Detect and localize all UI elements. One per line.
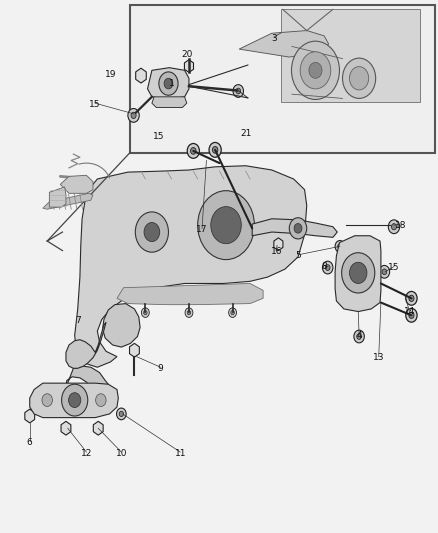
- Text: 6: 6: [27, 438, 32, 447]
- Circle shape: [159, 72, 178, 95]
- Circle shape: [228, 308, 236, 317]
- Polygon shape: [43, 193, 93, 209]
- Polygon shape: [60, 175, 93, 193]
- Circle shape: [190, 148, 196, 154]
- Text: 15: 15: [89, 100, 101, 109]
- Polygon shape: [30, 383, 118, 418]
- Polygon shape: [129, 343, 139, 357]
- Circle shape: [208, 142, 221, 157]
- Circle shape: [349, 262, 366, 284]
- Polygon shape: [49, 187, 66, 207]
- Text: 11: 11: [174, 449, 186, 458]
- Circle shape: [95, 394, 106, 407]
- Polygon shape: [74, 166, 306, 367]
- Circle shape: [131, 112, 136, 118]
- Circle shape: [381, 269, 386, 274]
- Polygon shape: [135, 68, 146, 83]
- Text: 3: 3: [271, 34, 276, 43]
- Circle shape: [187, 143, 199, 158]
- Circle shape: [135, 212, 168, 252]
- Circle shape: [405, 292, 416, 305]
- Polygon shape: [273, 238, 282, 251]
- Polygon shape: [252, 219, 336, 237]
- Text: 1: 1: [168, 79, 174, 88]
- Bar: [280, 10, 419, 102]
- Text: 18: 18: [394, 221, 405, 230]
- Text: 7: 7: [75, 316, 81, 325]
- Circle shape: [143, 311, 147, 315]
- Circle shape: [388, 220, 399, 233]
- Polygon shape: [152, 97, 186, 108]
- Text: 17: 17: [196, 225, 207, 234]
- Circle shape: [119, 411, 123, 416]
- Text: 8: 8: [321, 262, 326, 271]
- Text: 10: 10: [115, 449, 127, 458]
- Text: 12: 12: [81, 449, 92, 458]
- Circle shape: [212, 147, 217, 153]
- Circle shape: [308, 62, 321, 78]
- Circle shape: [210, 207, 241, 244]
- Bar: [130, 5, 434, 152]
- Text: 21: 21: [240, 130, 251, 139]
- Circle shape: [291, 41, 339, 100]
- Text: 14: 14: [403, 307, 414, 316]
- Circle shape: [164, 78, 173, 89]
- Circle shape: [325, 265, 329, 270]
- Text: 15: 15: [152, 132, 164, 141]
- Circle shape: [42, 394, 52, 407]
- Circle shape: [116, 408, 126, 419]
- Text: 13: 13: [372, 353, 384, 362]
- Polygon shape: [64, 366, 108, 391]
- Circle shape: [337, 244, 341, 249]
- Circle shape: [141, 308, 149, 317]
- Circle shape: [408, 312, 413, 318]
- Circle shape: [187, 311, 190, 315]
- Circle shape: [289, 217, 306, 239]
- Circle shape: [61, 384, 88, 416]
- Circle shape: [235, 88, 240, 94]
- Polygon shape: [25, 409, 35, 423]
- Circle shape: [127, 109, 139, 122]
- Polygon shape: [334, 236, 380, 312]
- Circle shape: [349, 67, 368, 90]
- Circle shape: [353, 330, 364, 343]
- Circle shape: [405, 309, 416, 322]
- Circle shape: [184, 308, 192, 317]
- Polygon shape: [239, 30, 328, 57]
- Polygon shape: [93, 421, 103, 435]
- Circle shape: [230, 311, 234, 315]
- Text: 19: 19: [104, 70, 116, 79]
- Circle shape: [334, 240, 344, 252]
- Text: 16: 16: [270, 247, 281, 256]
- Text: 4: 4: [356, 331, 361, 340]
- Circle shape: [300, 52, 330, 89]
- Text: 5: 5: [294, 252, 300, 261]
- Circle shape: [408, 295, 413, 302]
- Polygon shape: [61, 421, 71, 435]
- Circle shape: [391, 224, 396, 230]
- Circle shape: [378, 265, 389, 278]
- Circle shape: [322, 261, 332, 274]
- Circle shape: [233, 85, 243, 98]
- Circle shape: [293, 223, 301, 233]
- Text: 15: 15: [387, 263, 399, 272]
- Polygon shape: [66, 322, 106, 368]
- Circle shape: [144, 222, 159, 241]
- Polygon shape: [117, 284, 262, 305]
- Polygon shape: [147, 68, 188, 100]
- Text: 20: 20: [181, 50, 192, 59]
- Text: 9: 9: [157, 364, 163, 373]
- Circle shape: [197, 191, 254, 260]
- Polygon shape: [102, 304, 140, 347]
- Circle shape: [356, 334, 360, 340]
- Circle shape: [342, 58, 375, 99]
- Circle shape: [68, 393, 81, 408]
- Circle shape: [341, 253, 374, 293]
- Polygon shape: [184, 60, 193, 72]
